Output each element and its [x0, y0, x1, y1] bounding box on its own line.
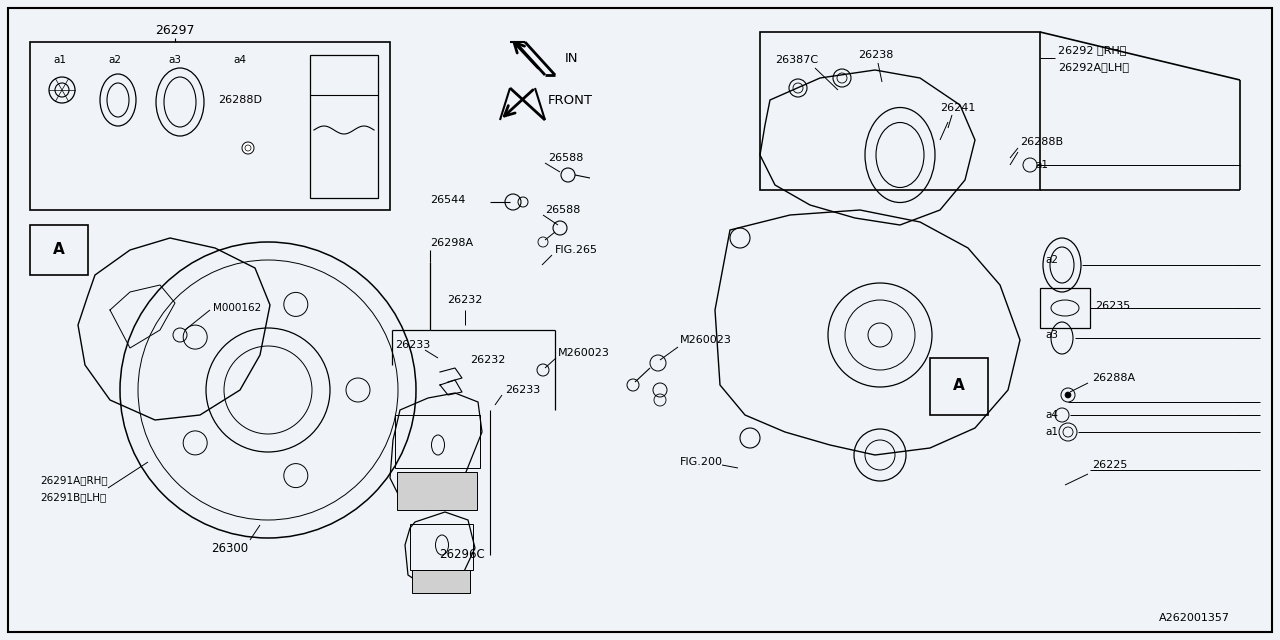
Text: A262001357: A262001357 — [1158, 613, 1230, 623]
Text: 26288D: 26288D — [218, 95, 262, 105]
Text: 26588: 26588 — [545, 205, 580, 215]
Text: 26292 〈RH〉: 26292 〈RH〉 — [1059, 45, 1126, 55]
Text: 26387C: 26387C — [774, 55, 818, 65]
Text: 26288B: 26288B — [1020, 137, 1064, 147]
Text: a3: a3 — [1044, 330, 1059, 340]
Text: 26241: 26241 — [940, 103, 975, 113]
Bar — [29, 42, 390, 210]
Text: 26232: 26232 — [470, 355, 506, 365]
Text: FIG.200: FIG.200 — [680, 457, 723, 467]
Polygon shape — [397, 472, 477, 510]
Text: 26238: 26238 — [858, 50, 893, 60]
Circle shape — [1065, 392, 1071, 398]
Text: 26288A: 26288A — [1092, 373, 1135, 383]
Text: a2: a2 — [109, 55, 122, 65]
Circle shape — [242, 142, 253, 154]
Text: 26296C: 26296C — [439, 548, 485, 561]
Text: M000162: M000162 — [212, 303, 261, 313]
Text: 26232: 26232 — [447, 295, 483, 305]
Text: 26298A: 26298A — [430, 238, 474, 248]
Text: a2: a2 — [1044, 255, 1059, 265]
Text: a1: a1 — [54, 55, 67, 65]
Text: A: A — [54, 243, 65, 257]
Text: 26291B〈LH〉: 26291B〈LH〉 — [40, 492, 106, 502]
Text: 26292A〈LH〉: 26292A〈LH〉 — [1059, 62, 1129, 72]
Text: FIG.265: FIG.265 — [556, 245, 598, 255]
Bar — [410, 524, 474, 570]
Bar — [396, 415, 480, 468]
Text: 26588: 26588 — [548, 153, 584, 163]
Text: IN: IN — [564, 51, 579, 65]
Text: 26544: 26544 — [430, 195, 466, 205]
Text: a1: a1 — [1036, 160, 1048, 170]
Text: 26233: 26233 — [396, 340, 430, 350]
Text: 26225: 26225 — [1092, 460, 1128, 470]
Bar — [760, 32, 1039, 190]
Bar — [29, 225, 88, 275]
Text: M260023: M260023 — [558, 348, 609, 358]
Bar — [1039, 288, 1091, 328]
Text: FRONT: FRONT — [548, 93, 593, 106]
Text: a4: a4 — [1044, 410, 1059, 420]
Bar — [931, 358, 988, 415]
Text: M260023: M260023 — [680, 335, 732, 345]
Text: a1: a1 — [1044, 427, 1059, 437]
Bar — [310, 55, 378, 198]
Text: 26300: 26300 — [211, 541, 248, 554]
Text: 26233: 26233 — [506, 385, 540, 395]
Text: A: A — [954, 378, 965, 394]
Polygon shape — [412, 570, 470, 593]
Text: 26291A〈RH〉: 26291A〈RH〉 — [40, 475, 108, 485]
Text: a4: a4 — [233, 55, 247, 65]
Text: 26235: 26235 — [1094, 301, 1130, 311]
Text: a3: a3 — [169, 55, 182, 65]
Text: 26297: 26297 — [155, 24, 195, 36]
